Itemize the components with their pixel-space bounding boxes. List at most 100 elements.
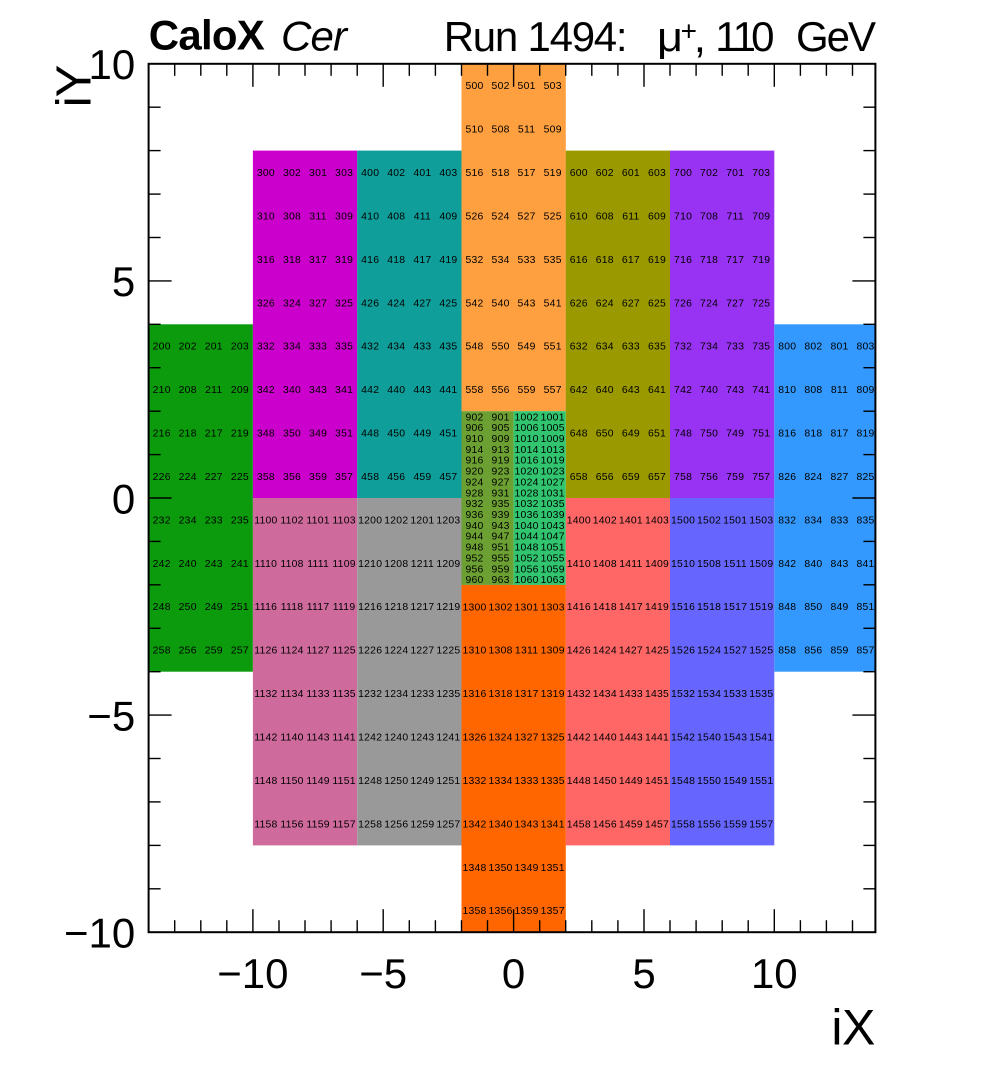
svg-text:402: 402 (387, 168, 405, 179)
svg-text:914: 914 (465, 445, 483, 456)
svg-text:225: 225 (231, 472, 249, 483)
svg-text:1500: 1500 (671, 515, 695, 526)
svg-text:625: 625 (648, 298, 666, 309)
svg-text:1044: 1044 (515, 532, 539, 543)
svg-text:357: 357 (335, 472, 353, 483)
svg-text:643: 643 (622, 385, 640, 396)
svg-text:1508: 1508 (697, 559, 721, 570)
svg-text:501: 501 (518, 81, 536, 92)
svg-text:1519: 1519 (749, 602, 773, 613)
svg-text:1055: 1055 (541, 553, 565, 564)
svg-text:1358: 1358 (462, 906, 486, 917)
svg-text:832: 832 (778, 515, 796, 526)
svg-text:952: 952 (465, 553, 483, 564)
svg-text:324: 324 (283, 298, 301, 309)
svg-text:811: 811 (831, 385, 848, 396)
svg-text:1209: 1209 (436, 559, 460, 570)
svg-text:857: 857 (856, 646, 874, 657)
svg-text:1210: 1210 (358, 559, 382, 570)
svg-text:μ: μ (657, 13, 683, 60)
svg-text:1301: 1301 (515, 602, 539, 613)
svg-text:0: 0 (751, 13, 774, 60)
svg-text:960: 960 (465, 575, 483, 586)
svg-text:1426: 1426 (567, 646, 591, 657)
svg-text:1005: 1005 (541, 423, 565, 434)
svg-text:1001: 1001 (541, 412, 565, 423)
svg-text:1243: 1243 (410, 733, 434, 744)
svg-text:732: 732 (674, 342, 692, 353)
svg-text:1558: 1558 (671, 819, 695, 830)
svg-text:233: 233 (205, 515, 223, 526)
svg-text:408: 408 (387, 212, 405, 223)
svg-text:935: 935 (492, 499, 510, 510)
svg-text:301: 301 (309, 168, 327, 179)
svg-text:326: 326 (257, 298, 275, 309)
svg-text:748: 748 (674, 429, 692, 440)
svg-text:825: 825 (856, 472, 874, 483)
svg-text:10: 10 (88, 41, 135, 88)
svg-text:1303: 1303 (541, 602, 565, 613)
svg-text:201: 201 (205, 342, 223, 353)
svg-text:1039: 1039 (541, 510, 565, 521)
svg-text:442: 442 (361, 385, 379, 396)
svg-text:1411: 1411 (619, 559, 642, 570)
svg-text:257: 257 (231, 646, 249, 657)
svg-text:318: 318 (283, 255, 301, 266)
svg-text:409: 409 (439, 212, 457, 223)
svg-text:955: 955 (492, 553, 510, 564)
svg-text:1134: 1134 (280, 689, 303, 700)
svg-text:1156: 1156 (280, 819, 303, 830)
svg-text:417: 417 (413, 255, 431, 266)
svg-text:1542: 1542 (671, 733, 695, 744)
svg-text:502: 502 (492, 81, 510, 92)
svg-text:1319: 1319 (541, 689, 565, 700)
svg-text:GeV: GeV (796, 13, 876, 60)
svg-text:1052: 1052 (515, 553, 539, 564)
svg-text:635: 635 (648, 342, 666, 353)
svg-text:944: 944 (465, 532, 483, 543)
svg-text:1416: 1416 (567, 602, 591, 613)
svg-text:1550: 1550 (697, 776, 721, 787)
svg-text:Cer: Cer (281, 12, 349, 59)
svg-text:656: 656 (596, 472, 614, 483)
svg-text:1047: 1047 (541, 532, 565, 543)
svg-text:559: 559 (518, 385, 536, 396)
svg-text:947: 947 (492, 532, 510, 543)
svg-text:642: 642 (570, 385, 588, 396)
svg-text:10: 10 (751, 950, 798, 997)
svg-text:203: 203 (231, 342, 249, 353)
svg-text:959: 959 (492, 564, 510, 575)
svg-text:1036: 1036 (515, 510, 539, 521)
svg-text:1256: 1256 (384, 819, 408, 830)
svg-text:,: , (694, 13, 706, 62)
svg-text:1234: 1234 (384, 689, 408, 700)
svg-text:551: 551 (544, 342, 562, 353)
svg-text:−10: −10 (217, 950, 288, 997)
svg-text:−5: −5 (359, 950, 407, 997)
svg-text:1101: 1101 (306, 515, 329, 526)
svg-text:1109: 1109 (332, 559, 355, 570)
svg-text:540: 540 (492, 298, 510, 309)
svg-text:717: 717 (726, 255, 744, 266)
svg-text:1232: 1232 (358, 689, 382, 700)
svg-text:802: 802 (804, 342, 822, 353)
svg-text:1451: 1451 (645, 776, 669, 787)
svg-text:400: 400 (361, 168, 379, 179)
svg-text:951: 951 (492, 543, 510, 554)
svg-text:1333: 1333 (515, 776, 539, 787)
svg-text:902: 902 (465, 412, 483, 423)
svg-text:258: 258 (153, 646, 171, 657)
svg-text:1418: 1418 (593, 602, 617, 613)
svg-text:202: 202 (179, 342, 197, 353)
svg-text:1516: 1516 (671, 602, 695, 613)
svg-text:1518: 1518 (697, 602, 721, 613)
svg-text:858: 858 (778, 646, 796, 657)
svg-text:500: 500 (465, 81, 483, 92)
svg-text:1533: 1533 (723, 689, 747, 700)
svg-text:532: 532 (465, 255, 483, 266)
svg-text:325: 325 (335, 298, 353, 309)
svg-text:1510: 1510 (671, 559, 695, 570)
svg-text:319: 319 (335, 255, 353, 266)
svg-text:1028: 1028 (515, 488, 539, 499)
svg-text:508: 508 (492, 125, 510, 136)
